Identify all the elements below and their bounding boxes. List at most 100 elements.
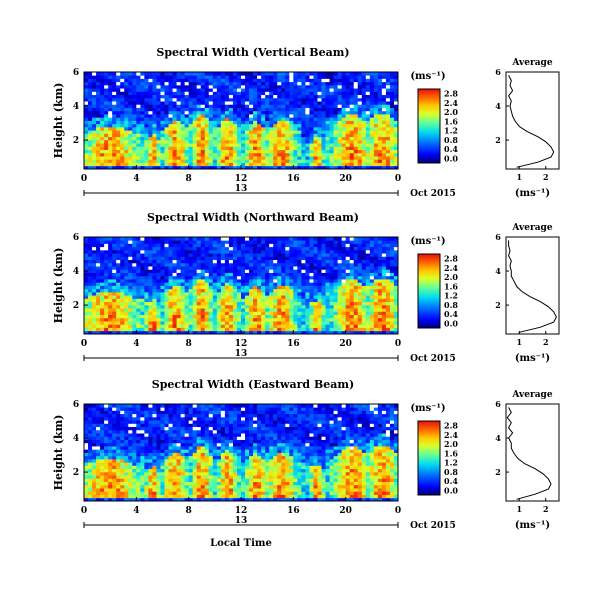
heatmap-cell — [370, 273, 374, 277]
heatmap-cell — [293, 75, 297, 79]
heatmap-cells — [84, 72, 398, 169]
heatmap-cell — [342, 101, 346, 105]
heatmap-cell — [301, 260, 305, 264]
heatmap-cell — [362, 140, 366, 144]
heatmap-cell — [322, 146, 326, 150]
heatmap-cell — [366, 75, 370, 79]
heatmap-cell — [301, 91, 305, 95]
heatmap-cell — [112, 163, 116, 167]
heatmap-cell — [237, 321, 241, 325]
average-frame — [506, 237, 559, 334]
heatmap-cell — [297, 298, 301, 302]
heatmap-cell — [382, 282, 386, 286]
heatmap-cell — [261, 260, 265, 264]
heatmap-cell — [366, 318, 370, 322]
heatmap-cell — [354, 253, 358, 257]
heatmap-cell — [257, 318, 261, 322]
heatmap-cell — [261, 302, 265, 306]
heatmap-cell — [245, 247, 249, 251]
heatmap-cell — [346, 302, 350, 306]
heatmap-cell — [124, 266, 128, 270]
heatmap-cell — [217, 146, 221, 150]
heatmap-cell — [169, 98, 173, 102]
heatmap-cell — [112, 292, 116, 296]
heatmap-cell — [297, 308, 301, 312]
heatmap-cell — [100, 143, 104, 147]
heatmap-cell — [197, 163, 201, 167]
colorbar: (ms⁻¹)0.00.40.81.21.62.02.42.8 — [410, 236, 458, 328]
heatmap-cell — [112, 276, 116, 280]
heatmap-cell — [116, 276, 120, 280]
heatmap-cell — [338, 121, 342, 125]
heatmap-cell — [277, 127, 281, 131]
heatmap-cell — [197, 250, 201, 254]
heatmap-cell — [132, 146, 136, 150]
heatmap-cell — [309, 140, 313, 144]
heatmap-cell — [160, 237, 164, 241]
heatmap-cell — [273, 163, 277, 167]
heatmap-cell — [221, 127, 225, 131]
heatmap-cell — [370, 156, 374, 160]
heatmap-cell — [197, 253, 201, 257]
heatmap-cell — [185, 321, 189, 325]
heatmap-cell — [362, 295, 366, 299]
heatmap-cell — [233, 266, 237, 270]
heatmap-cell — [225, 308, 229, 312]
heatmap-cell — [273, 324, 277, 328]
heatmap-cell — [225, 153, 229, 157]
heatmap-cell — [342, 124, 346, 128]
heatmap-cell — [374, 282, 378, 286]
heatmap-cell — [185, 315, 189, 319]
heatmap-cell — [189, 266, 193, 270]
heatmap-cell — [346, 75, 350, 79]
heatmap-cell — [209, 243, 213, 247]
heatmap-cell — [140, 247, 144, 251]
heatmap-cell — [253, 253, 257, 257]
heatmap-cell — [225, 78, 229, 82]
heatmap-cell — [201, 253, 205, 257]
heatmap-cell — [221, 324, 225, 328]
heatmap-cell — [317, 318, 321, 322]
heatmap-cell — [265, 289, 269, 293]
heatmap-cell — [382, 273, 386, 277]
heatmap-cell — [374, 104, 378, 108]
heatmap-cell — [322, 292, 326, 296]
heatmap-cell — [326, 75, 330, 79]
heatmap-cell — [338, 328, 342, 332]
heatmap-cell — [273, 237, 277, 241]
heatmap-cell — [165, 133, 169, 137]
heatmap-cell — [213, 104, 217, 108]
heatmap-cell — [358, 150, 362, 154]
heatmap-cell — [100, 111, 104, 115]
heatmap-cell — [116, 137, 120, 141]
heatmap-cell — [322, 318, 326, 322]
heatmap-cell — [144, 98, 148, 102]
heatmap-cell — [197, 159, 201, 163]
heatmap-cell — [362, 104, 366, 108]
colorbar-tick-label: 1.6 — [444, 116, 458, 126]
heatmap-cell — [189, 315, 193, 319]
heatmap-cell — [100, 159, 104, 163]
heatmap-cell — [285, 82, 289, 86]
heatmap-cell — [322, 311, 326, 315]
heatmap-cell — [374, 101, 378, 105]
heatmap-cell — [148, 243, 152, 247]
heatmap-cell — [88, 456, 92, 460]
heatmap-cell — [124, 324, 128, 328]
heatmap-cell — [88, 127, 92, 131]
heatmap-cell — [197, 143, 201, 147]
heatmap-cell — [249, 295, 253, 299]
heatmap-cell — [241, 146, 245, 150]
heatmap-cell — [241, 88, 245, 92]
heatmap-cell — [285, 137, 289, 141]
heatmap-cell — [257, 121, 261, 125]
heatmap-cell — [160, 111, 164, 115]
heatmap-cell — [317, 269, 321, 273]
heatmap-cell — [241, 143, 245, 147]
heatmap-cell — [317, 163, 321, 167]
heatmap-cell — [148, 114, 152, 118]
heatmap-cell — [233, 260, 237, 264]
heatmap-cell — [358, 250, 362, 254]
heatmap-cell — [346, 321, 350, 325]
heatmap-cell — [108, 328, 112, 332]
